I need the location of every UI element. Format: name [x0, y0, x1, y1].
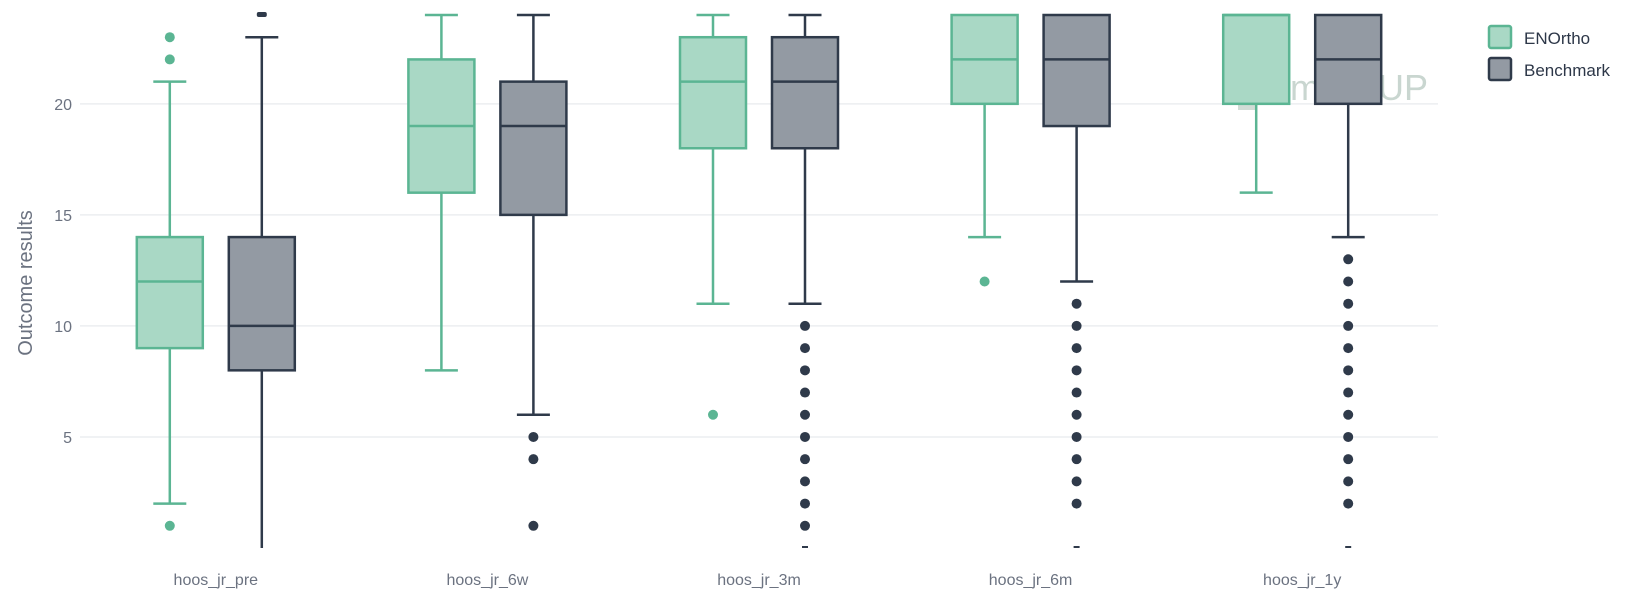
outlier-point [164, 54, 175, 65]
box-iqr [678, 35, 748, 150]
outlier-point [528, 454, 539, 465]
outlier-point [1343, 498, 1354, 509]
outlier-point [1071, 431, 1082, 442]
box-iqr [1221, 13, 1291, 106]
box-enortho-hoos_jr_pre[interactable] [135, 32, 205, 531]
box-benchmark-hoos_jr_3m[interactable] [770, 13, 840, 548]
outlier-point [256, 12, 267, 17]
outlier-point [800, 409, 810, 420]
box-iqr [770, 35, 840, 150]
y-tick-label: 15 [54, 208, 72, 225]
x-tick-label: hoos_jr_3m [717, 572, 801, 589]
y-axis-ticks: 5 10 15 20 [54, 97, 72, 447]
y-tick-label: 20 [54, 97, 72, 114]
outlier-point [800, 387, 810, 398]
outlier-point [1071, 409, 1082, 420]
box-iqr [135, 235, 205, 350]
outlier-point [1343, 320, 1354, 331]
legend-item-benchmark[interactable]: Benchmark [1487, 56, 1610, 82]
outlier-point [1071, 454, 1082, 465]
y-tick-label: 5 [63, 430, 72, 447]
outlier-point [1071, 320, 1082, 331]
outlier-point [1071, 476, 1082, 487]
box-enortho-hoos_jr_1y[interactable] [1221, 13, 1291, 194]
legend-swatch [1487, 24, 1513, 50]
box-iqr [1042, 13, 1111, 128]
outlier-point [708, 409, 718, 420]
x-axis-ticks: hoos_jr_pre hoos_jr_6w hoos_jr_3m hoos_jr_6… [174, 572, 1342, 589]
outlier-point [1343, 254, 1354, 265]
outlier-point [1343, 431, 1354, 442]
outlier-point [800, 343, 810, 354]
outlier-point [800, 365, 810, 376]
outlier-point [800, 476, 810, 487]
outlier-point [528, 431, 539, 442]
outlier-point [1071, 498, 1082, 509]
outlier-point [1343, 409, 1354, 420]
outlier-point [1343, 387, 1354, 398]
x-tick-label: hoos_jr_6w [446, 572, 528, 589]
legend-label: ENOrtho [1524, 29, 1590, 48]
y-tick-label: 10 [54, 319, 72, 336]
outlier-point [1343, 298, 1354, 309]
box-enortho-hoos_jr_3m[interactable] [678, 13, 748, 420]
series-enortho [135, 13, 1291, 531]
outlier-point [800, 454, 810, 465]
outlier-point [1343, 276, 1354, 287]
outlier-point [164, 32, 175, 43]
legend-label: Benchmark [1524, 61, 1610, 80]
outlier-point [164, 520, 175, 531]
x-tick-label: hoos_jr_1y [1263, 572, 1341, 589]
box-benchmark-hoos_jr_6w[interactable] [499, 13, 568, 531]
x-tick-label: hoos_jr_6m [989, 572, 1073, 589]
box-series [135, 12, 1383, 548]
legend[interactable]: ENOrtho Benchmark [1487, 24, 1610, 82]
outlier-point [800, 431, 810, 442]
box-benchmark-hoos_jr_1y[interactable] [1313, 13, 1383, 548]
box-iqr [499, 80, 568, 217]
outlier-point [1343, 454, 1354, 465]
box-iqr [227, 235, 297, 372]
series-benchmark [227, 12, 1383, 548]
outlier-point [528, 520, 539, 531]
box-enortho-hoos_jr_6m[interactable] [950, 13, 1019, 287]
box-benchmark-hoos_jr_pre[interactable] [227, 12, 297, 548]
outlier-point [1071, 298, 1082, 309]
outlier-point [800, 320, 810, 331]
outlier-point [800, 520, 810, 531]
y-axis-title: Outcome results [15, 210, 37, 356]
gridlines [80, 103, 1438, 438]
outlier-point [979, 276, 990, 287]
outlier-point [1343, 343, 1354, 354]
box-benchmark-hoos_jr_6m[interactable] [1042, 13, 1111, 548]
outlier-point [1071, 365, 1082, 376]
x-tick-label: hoos_jr_pre [174, 572, 259, 589]
legend-item-enortho[interactable]: ENOrtho [1487, 24, 1590, 50]
outlier-point [1071, 387, 1082, 398]
outlier-point [1071, 343, 1082, 354]
outlier-point [1343, 365, 1354, 376]
outlier-point [800, 498, 810, 509]
box-enortho-hoos_jr_6w[interactable] [407, 13, 476, 372]
outlier-point [1343, 476, 1354, 487]
legend-swatch [1487, 56, 1513, 82]
